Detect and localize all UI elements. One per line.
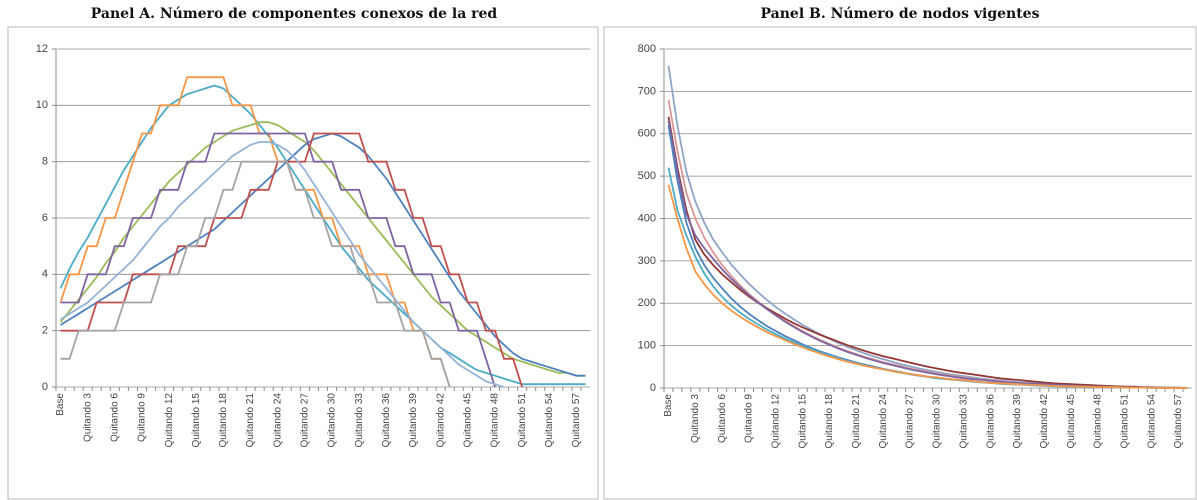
x-tick-label: Quitando 42	[1039, 394, 1050, 449]
x-tick-label: Quitando 15	[797, 394, 808, 449]
x-tick-label: Quitando 18	[824, 394, 835, 449]
x-tick-label: Quitando 54	[544, 393, 555, 448]
panel-frame	[7, 26, 599, 500]
x-tick-label: Quitando 27	[905, 394, 916, 449]
series-line	[667, 116, 1188, 389]
series-line	[667, 125, 1188, 389]
x-tick-label: Quitando 12	[771, 394, 782, 449]
x-tick-label: Quitando 48	[1093, 394, 1104, 449]
x-tick-label: Quitando 3	[82, 393, 93, 442]
x-tick-label: Quitando 57	[1173, 394, 1184, 449]
x-tick-label: Quitando 51	[517, 393, 528, 448]
x-tick-label: Quitando 6	[109, 393, 120, 442]
panel-title: Panel A. Número de componentes conexos d…	[91, 6, 498, 22]
y-tick-label: 500	[638, 170, 656, 182]
x-tick-label: Quitando 15	[191, 393, 202, 448]
x-tick-label: Base	[663, 394, 674, 417]
y-tick-label: 2	[42, 325, 48, 337]
x-tick-label: Quitando 24	[272, 393, 283, 448]
x-tick-label: Quitando 21	[245, 393, 256, 448]
y-tick-label: 10	[36, 99, 48, 111]
x-tick-label: Quitando 45	[1066, 394, 1077, 449]
x-tick-label: Quitando 27	[300, 393, 311, 448]
x-tick-label: Quitando 39	[1012, 394, 1023, 449]
y-tick-label: 300	[638, 255, 656, 267]
series-line	[59, 121, 586, 377]
x-tick-label: Quitando 36	[381, 393, 392, 448]
series-line	[667, 65, 1188, 389]
x-tick-label: Quitando 42	[435, 393, 446, 448]
x-tick-label: Quitando 54	[1146, 394, 1157, 449]
x-tick-label: Quitando 3	[690, 394, 701, 443]
series-line	[60, 132, 523, 388]
y-tick-label: 100	[638, 340, 656, 352]
series-line	[60, 132, 496, 388]
x-tick-label: Quitando 9	[744, 394, 755, 443]
x-tick-label: Quitando 9	[137, 393, 148, 442]
x-tick-label: Quitando 57	[571, 393, 582, 448]
x-tick-label: Quitando 51	[1120, 394, 1131, 449]
x-tick-label: Quitando 45	[462, 393, 473, 448]
x-tick-label: Quitando 12	[164, 393, 175, 448]
x-tick-label: Quitando 30	[327, 393, 338, 448]
x-tick-label: Quitando 33	[958, 394, 969, 449]
series-line	[667, 99, 1188, 389]
y-tick-label: 0	[650, 382, 656, 394]
series-line	[667, 167, 1188, 389]
series-line	[59, 76, 451, 388]
x-tick-label: Quitando 30	[932, 394, 943, 449]
y-tick-label: 4	[42, 268, 48, 280]
panel-frame	[603, 26, 1197, 500]
y-tick-label: 600	[638, 128, 656, 140]
series-line	[667, 184, 1188, 389]
x-tick-label: Quitando 21	[851, 394, 862, 449]
series-line	[60, 160, 451, 388]
series-line	[667, 120, 1188, 389]
series-line	[60, 141, 505, 388]
y-tick-label: 6	[42, 212, 48, 224]
y-tick-label: 200	[638, 297, 656, 309]
y-tick-label: 700	[638, 85, 656, 97]
y-tick-label: 0	[42, 381, 48, 393]
series-line	[60, 132, 586, 377]
series-line	[59, 84, 586, 386]
x-tick-label: Quitando 24	[878, 394, 889, 449]
y-tick-label: 800	[638, 43, 656, 55]
y-tick-label: 12	[36, 43, 48, 55]
x-tick-label: Quitando 48	[490, 393, 501, 448]
x-tick-label: Quitando 33	[354, 393, 365, 448]
y-tick-label: 400	[638, 212, 656, 224]
x-tick-label: Quitando 6	[717, 394, 728, 443]
y-tick-label: 8	[42, 156, 48, 168]
x-tick-label: Quitando 39	[408, 393, 419, 448]
x-tick-label: Quitando 36	[985, 394, 996, 449]
x-tick-label: Quitando 18	[218, 393, 229, 448]
x-tick-label: Base	[55, 393, 66, 416]
panel-title: Panel B. Número de nodos vigentes	[761, 6, 1040, 22]
